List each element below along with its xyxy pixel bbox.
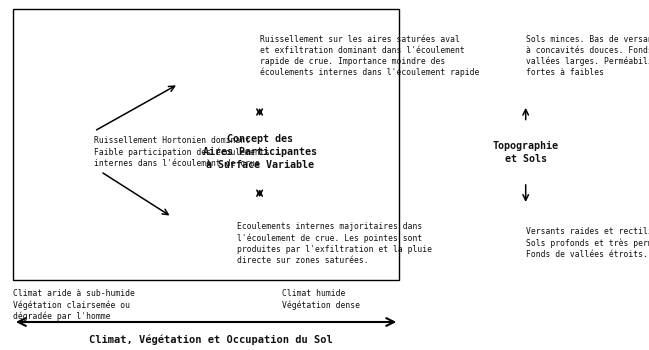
Text: Sols minces. Bas de versants
à concavités douces. Fonds de
vallées larges. Permé: Sols minces. Bas de versants à concavité… <box>526 35 649 77</box>
Text: Topographie
et Sols: Topographie et Sols <box>493 141 559 164</box>
Bar <box>13 9 399 280</box>
Text: Climat humide
Végétation dense: Climat humide Végétation dense <box>282 289 360 309</box>
Text: Ruissellement sur les aires saturées aval
et exfiltration dominant dans l'écoule: Ruissellement sur les aires saturées ava… <box>260 35 479 77</box>
Text: Climat aride à sub-humide
Végétation clairsemée ou
dégradée par l'homme: Climat aride à sub-humide Végétation cla… <box>13 289 135 321</box>
Text: Ruissellement Hortonien dominant
Faible participation des écoulements
internes d: Ruissellement Hortonien dominant Faible … <box>94 136 269 168</box>
Text: Versants raides et rectilignes.
Sols profonds et très perméables.
Fonds de vallé: Versants raides et rectilignes. Sols pro… <box>526 228 649 259</box>
Text: Climat, Végétation et Occupation du Sol: Climat, Végétation et Occupation du Sol <box>89 334 333 345</box>
Text: Concept des
Aires Participantes
à Surface Variable: Concept des Aires Participantes à Surfac… <box>202 134 317 170</box>
Text: Ecoulements internes majoritaires dans
l'écoulement de crue. Les pointes sont
pr: Ecoulements internes majoritaires dans l… <box>237 222 432 265</box>
